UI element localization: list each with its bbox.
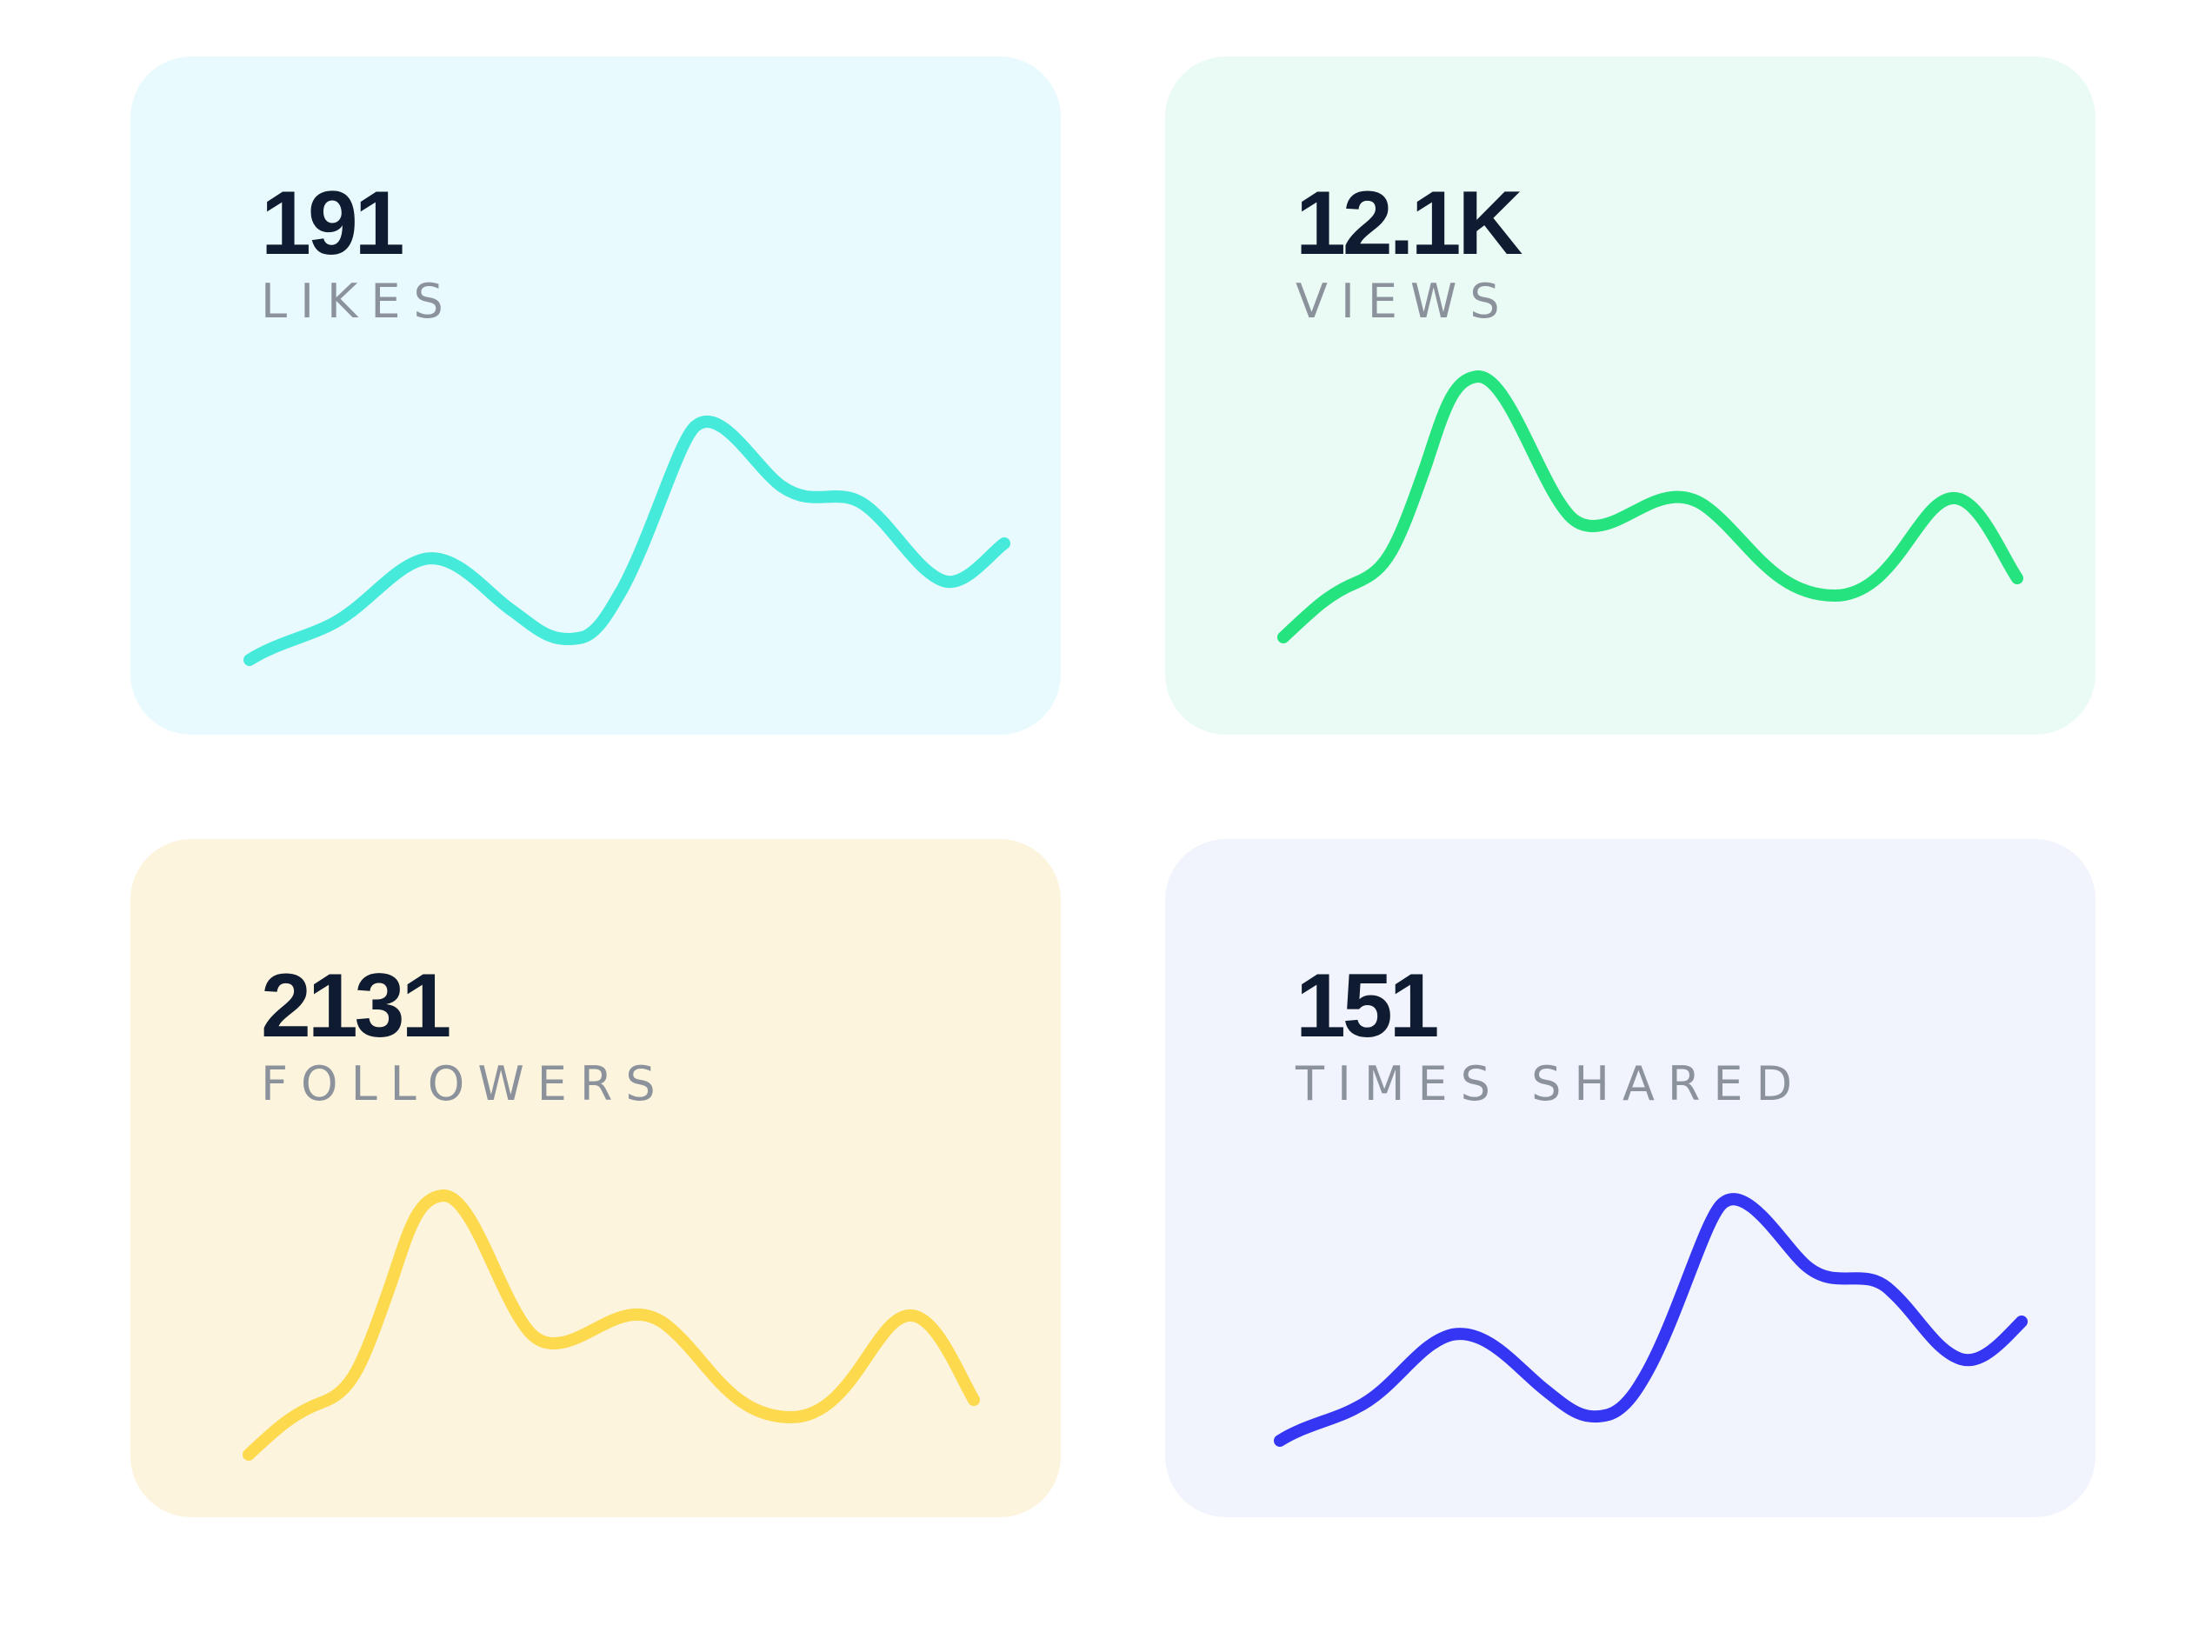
views-sparkline <box>1277 370 2023 643</box>
likes-card[interactable]: 191 LIKES <box>130 57 1061 735</box>
followers-sparkline-path <box>243 1189 980 1461</box>
views-label: VIEWS <box>1296 274 1513 329</box>
views-card[interactable]: 12.1K VIEWS <box>1165 57 2095 735</box>
followers-label: FOLLOWERS <box>261 1056 669 1111</box>
likes-value: 191 <box>261 173 405 274</box>
shared-value: 151 <box>1296 956 1440 1056</box>
views-value: 12.1K <box>1296 173 1523 274</box>
shared-sparkline-path <box>1274 1193 2028 1447</box>
likes-sparkline <box>243 416 1010 666</box>
shared-sparkline <box>1274 1193 2028 1447</box>
followers-value: 2131 <box>261 956 451 1056</box>
followers-sparkline <box>243 1189 980 1461</box>
likes-sparkline-path <box>243 416 1010 666</box>
followers-card[interactable]: 2131 FOLLOWERS <box>130 839 1061 1517</box>
shared-label: TIMES SHARED <box>1296 1056 1806 1111</box>
shared-card[interactable]: 151 TIMES SHARED <box>1165 839 2095 1517</box>
views-sparkline-path <box>1277 370 2023 643</box>
likes-label: LIKES <box>261 274 456 329</box>
